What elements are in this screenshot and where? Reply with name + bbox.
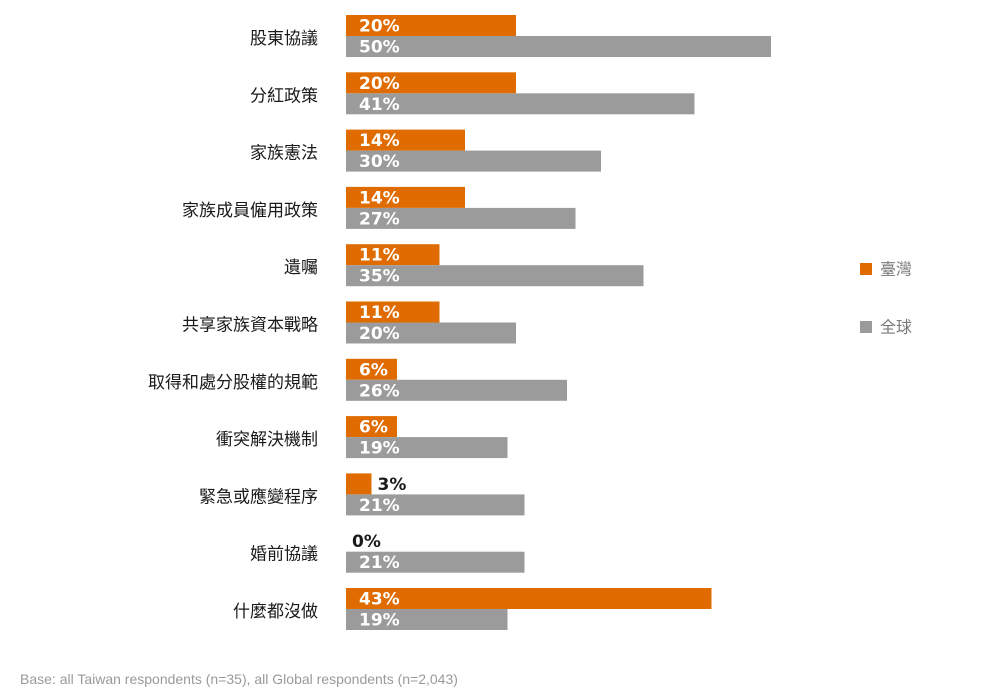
legend-swatch: [860, 321, 872, 333]
global-value-label: 21%: [359, 496, 400, 516]
taiwan-value-label: 11%: [359, 246, 400, 266]
taiwan-bar: [346, 244, 440, 266]
global-value-label: 19%: [359, 611, 400, 631]
legend-label: 臺灣: [880, 260, 912, 279]
legend-swatch: [860, 263, 872, 275]
global-bar: [346, 36, 771, 57]
taiwan-value-label: 0%: [352, 532, 381, 552]
global-value-label: 30%: [359, 152, 400, 172]
legend-label: 全球: [880, 318, 912, 337]
global-bar: [346, 437, 508, 459]
taiwan-value-label: 20%: [359, 17, 400, 37]
category-label: 取得和處分股權的規範: [148, 373, 318, 393]
taiwan-value-label: 14%: [359, 188, 400, 208]
global-value-label: 21%: [359, 553, 400, 573]
taiwan-value-label: 11%: [359, 303, 400, 323]
global-bar: [346, 265, 644, 287]
global-bar: [346, 551, 525, 573]
global-bar: [346, 379, 567, 401]
taiwan-value-label: 3%: [378, 475, 407, 495]
taiwan-bar: [346, 416, 397, 438]
taiwan-value-label: 6%: [359, 360, 388, 380]
global-value-label: 35%: [359, 267, 400, 287]
taiwan-bar: [346, 129, 465, 151]
global-bar: [346, 609, 508, 630]
global-bar: [346, 93, 695, 115]
taiwan-bar: [346, 15, 516, 36]
global-value-label: 27%: [359, 209, 400, 229]
taiwan-value-label: 20%: [359, 74, 400, 94]
footnote: Base: all Taiwan respondents (n=35), all…: [20, 671, 458, 687]
global-bar: [346, 322, 516, 344]
category-label: 遺囑: [284, 258, 318, 278]
category-label: 什麼都沒做: [233, 602, 318, 622]
bar-chart: 股東協議20%50%分紅政策20%41%家族憲法14%30%家族成員僱用政策14…: [148, 15, 912, 631]
taiwan-bar: [346, 72, 516, 94]
taiwan-bar: [346, 588, 712, 609]
category-label: 股東協議: [250, 29, 318, 49]
taiwan-bar: [346, 358, 397, 380]
taiwan-bar: [346, 473, 372, 495]
global-value-label: 26%: [359, 381, 400, 401]
taiwan-value-label: 43%: [359, 590, 400, 610]
category-label: 分紅政策: [250, 86, 318, 106]
global-value-label: 20%: [359, 324, 400, 344]
category-label: 家族成員僱用政策: [182, 201, 318, 221]
category-label: 家族憲法: [250, 143, 318, 164]
category-label: 衝突解決機制: [216, 430, 318, 450]
taiwan-value-label: 6%: [359, 418, 388, 438]
global-value-label: 50%: [359, 38, 400, 58]
global-bar: [346, 494, 525, 516]
category-label: 婚前協議: [250, 545, 318, 565]
taiwan-value-label: 14%: [359, 131, 400, 151]
taiwan-bar: [346, 301, 440, 323]
global-value-label: 41%: [359, 95, 400, 115]
taiwan-bar: [346, 186, 465, 208]
global-value-label: 19%: [359, 439, 400, 459]
global-bar: [346, 207, 576, 229]
category-label: 緊急或應變程序: [199, 486, 318, 507]
category-label: 共享家族資本戰略: [182, 316, 318, 336]
global-bar: [346, 150, 601, 172]
